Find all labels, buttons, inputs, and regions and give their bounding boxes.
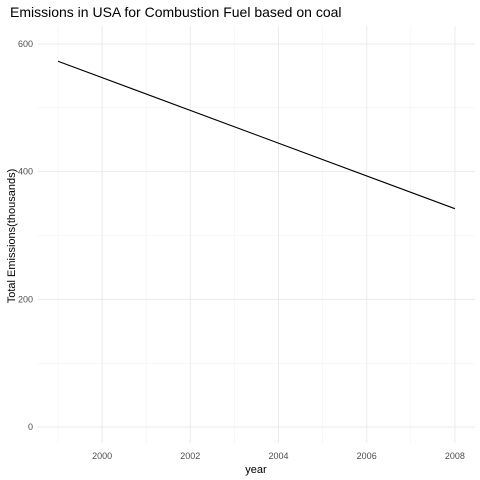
y-axis-title: Total Emissions(thousands) <box>6 169 18 304</box>
x-tick-label: 2000 <box>92 451 112 461</box>
x-axis-title: year <box>245 464 267 476</box>
major-gridlines <box>37 26 475 443</box>
x-tick-labels: 2000 2002 2004 2006 2008 <box>92 451 465 461</box>
series-layer <box>57 60 456 210</box>
y-tick-label: 200 <box>18 294 33 304</box>
y-tick-label: 600 <box>18 39 33 49</box>
x-tick-label: 2002 <box>180 451 200 461</box>
minor-gridlines <box>37 26 475 443</box>
x-tick-label: 2006 <box>357 451 377 461</box>
series-line <box>57 60 456 210</box>
x-tick-label: 2008 <box>445 451 465 461</box>
y-tick-label: 0 <box>28 422 33 432</box>
y-tick-label: 400 <box>18 167 33 177</box>
y-tick-labels: 0 200 400 600 <box>18 39 33 432</box>
x-tick-label: 2004 <box>268 451 288 461</box>
chart-title: Emissions in USA for Combustion Fuel bas… <box>10 4 342 20</box>
